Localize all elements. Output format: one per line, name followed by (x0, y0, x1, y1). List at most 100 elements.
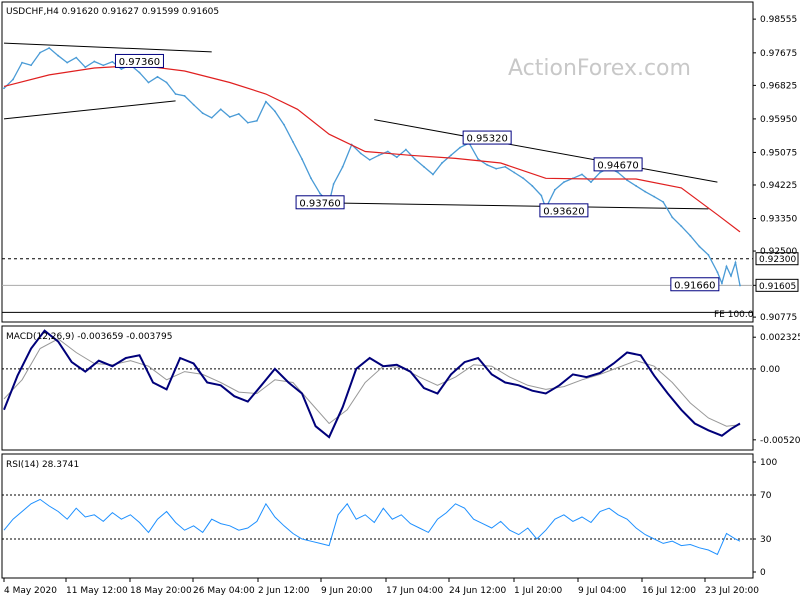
rsi-panel-frame (1, 453, 754, 579)
annotation-label: 0.97360 (119, 57, 160, 68)
price-point (671, 216, 674, 219)
rsi-y-tick-label: 0 (760, 568, 766, 578)
macd-y-tick-label: 0.002325 (760, 333, 800, 343)
annotation-box (593, 157, 643, 172)
annotation-label: 0.94670 (597, 160, 638, 171)
price-point (332, 183, 335, 185)
price-point (553, 188, 556, 191)
price-point (183, 95, 186, 97)
price-y-tick-label: 0.96825 (760, 81, 797, 91)
price-point (84, 66, 87, 69)
price-tag: 0.92300 (759, 255, 796, 265)
price-point (540, 194, 543, 197)
price-point (147, 81, 150, 84)
price-point (341, 165, 344, 168)
price-point (246, 121, 249, 124)
x-tick-label: 24 Jun 12:00 (449, 586, 506, 596)
price-point (680, 225, 683, 228)
price-point (653, 195, 656, 198)
price-point (174, 93, 177, 95)
rsi-layer (2, 494, 753, 556)
price-point (725, 265, 728, 268)
price-point (504, 165, 507, 168)
price-point (739, 284, 741, 287)
price-point (12, 78, 14, 81)
annotation-box (670, 277, 720, 292)
price-point (39, 51, 42, 54)
price-point (292, 140, 294, 143)
price-point (165, 81, 168, 84)
moving-average-line (3, 64, 741, 233)
price-point (111, 60, 114, 63)
price-point (57, 54, 60, 57)
rsi-y-tick-label: 30 (760, 535, 772, 545)
price-point (66, 61, 69, 64)
price-point (477, 158, 480, 161)
price-point (662, 201, 665, 203)
price-tag: 0.91605 (759, 282, 796, 292)
price-point (210, 116, 213, 119)
price-y-tick-label: 0.95950 (760, 115, 797, 125)
price-point (590, 181, 592, 184)
x-tick-label: 9 Jun 20:00 (321, 586, 373, 596)
price-y-tick-label: 0.97675 (760, 49, 797, 59)
price-point (377, 154, 380, 157)
trendline-1 (3, 100, 176, 120)
x-tick-label: 17 Jun 04:00 (386, 586, 443, 596)
price-point (531, 185, 534, 187)
price-point (495, 167, 498, 170)
price-point (48, 47, 51, 49)
x-tick-label: 4 May 2020 (4, 586, 57, 596)
macd-line (3, 329, 741, 439)
price-panel-frame (1, 1, 754, 323)
macd-panel-frame (1, 325, 754, 451)
price-point (563, 181, 565, 184)
price-point (626, 179, 629, 182)
chart-header: USDCHF,H4 0.91620 0.91627 0.91599 0.9160… (6, 7, 219, 17)
price-point (310, 177, 312, 180)
price-point (413, 158, 416, 161)
macd-signal-line (3, 338, 741, 427)
price-point (21, 61, 23, 64)
price-point (156, 75, 159, 78)
price-layer: 0.97360 0.93760 0.95320 0.93620 0.94670 0.916… (2, 42, 799, 313)
price-point (707, 253, 710, 256)
price-y-tick-label: 0.95075 (760, 148, 797, 158)
price-point (734, 261, 737, 264)
price-point (395, 156, 398, 159)
annotation-box (539, 203, 589, 218)
price-point (689, 234, 692, 237)
annotation-label: 0.91660 (674, 280, 715, 291)
price-point (581, 173, 583, 176)
price-point (319, 192, 321, 195)
annotation-label: 0.95320 (466, 134, 507, 145)
annotation-label: 0.93620 (543, 206, 584, 217)
price-point (721, 282, 723, 285)
price-point (522, 177, 525, 180)
price-point (138, 71, 141, 74)
price-point (386, 150, 389, 153)
x-tick-label: 2 Jun 12:00 (258, 586, 310, 596)
price-point (359, 152, 362, 155)
price-point (3, 87, 5, 90)
price-y-tick-label: 0.98555 (760, 15, 797, 25)
price-point (368, 158, 371, 161)
price-point (274, 110, 276, 113)
price-point (459, 146, 461, 149)
price-point (192, 103, 195, 106)
price-y-tick-label: 0.90775 (760, 313, 797, 323)
rsi-label: RSI(14) 28.3741 (6, 460, 79, 470)
price-point (441, 162, 443, 164)
x-tick-label: 9 Jul 04:00 (578, 586, 627, 596)
x-tick-label: 1 Jul 20:00 (514, 586, 563, 596)
price-point (75, 56, 78, 59)
price-point (486, 163, 489, 166)
price-point (432, 173, 434, 176)
price-point (219, 108, 222, 111)
rsi-y-tick-label: 70 (760, 491, 772, 501)
fe-label: FE 100.0 (714, 310, 754, 320)
axis-layer: 0.98555 0.97675 0.96825 0.95950 0.95075 0.942… (3, 15, 800, 596)
price-point (423, 165, 425, 168)
